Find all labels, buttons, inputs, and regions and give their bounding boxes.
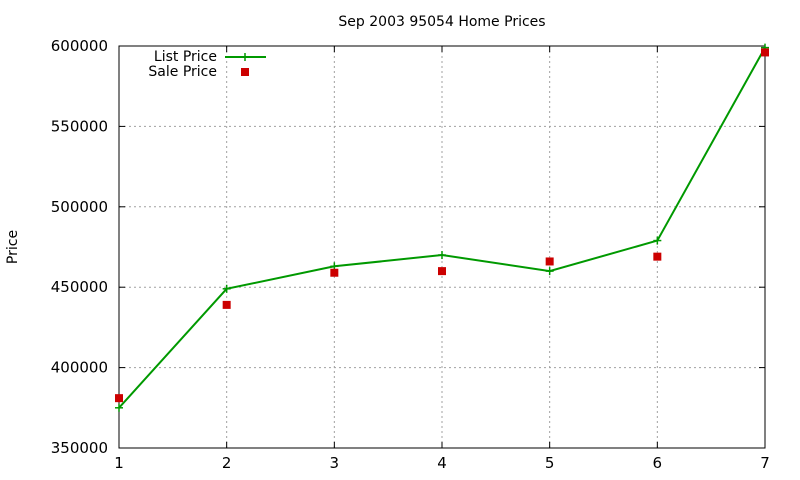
x-tick-label: 5 <box>545 454 555 472</box>
series-1 <box>115 48 769 403</box>
data-point-list-price <box>438 251 446 260</box>
series-layer <box>115 43 769 412</box>
chart-title: Sep 2003 95054 Home Prices <box>338 14 545 30</box>
grid <box>119 46 765 448</box>
y-tick-label: 550000 <box>51 117 108 135</box>
series-0 <box>115 43 769 412</box>
y-axis-label: Price <box>5 230 21 264</box>
data-point-sale-price <box>222 300 231 309</box>
legend-marker-sale-price <box>241 68 249 76</box>
data-point-list-price <box>653 236 662 245</box>
data-point-sale-price <box>330 268 339 277</box>
y-tick-label: 450000 <box>51 278 108 296</box>
legend-label-sale-price: Sale Price <box>148 64 217 80</box>
data-point-sale-price <box>761 48 769 57</box>
y-tick-label: 600000 <box>51 37 108 55</box>
data-point-sale-price <box>545 257 554 266</box>
axis-ticks <box>118 45 766 449</box>
legend-marker-list-price <box>241 53 249 61</box>
data-point-list-price <box>545 267 554 276</box>
legend: List Price Sale Price <box>148 49 266 80</box>
legend-label-list-price: List Price <box>154 49 217 65</box>
x-tick-label: 7 <box>760 454 770 472</box>
x-tick-label: 2 <box>222 454 232 472</box>
data-point-list-price <box>222 284 231 293</box>
x-tick-label: 3 <box>330 454 340 472</box>
legend-sample-list-price <box>225 53 266 61</box>
x-tick-label: 4 <box>437 454 447 472</box>
data-point-sale-price <box>653 252 662 261</box>
legend-sample-sale-price <box>241 68 249 76</box>
x-tick-label: 1 <box>114 454 124 472</box>
y-tick-label: 350000 <box>51 439 108 457</box>
data-point-sale-price <box>438 267 446 276</box>
y-tick-label: 500000 <box>51 198 108 216</box>
data-point-list-price <box>115 403 123 412</box>
y-tick-label: 400000 <box>51 359 108 377</box>
data-point-sale-price <box>115 394 123 403</box>
x-tick-label: 6 <box>653 454 663 472</box>
